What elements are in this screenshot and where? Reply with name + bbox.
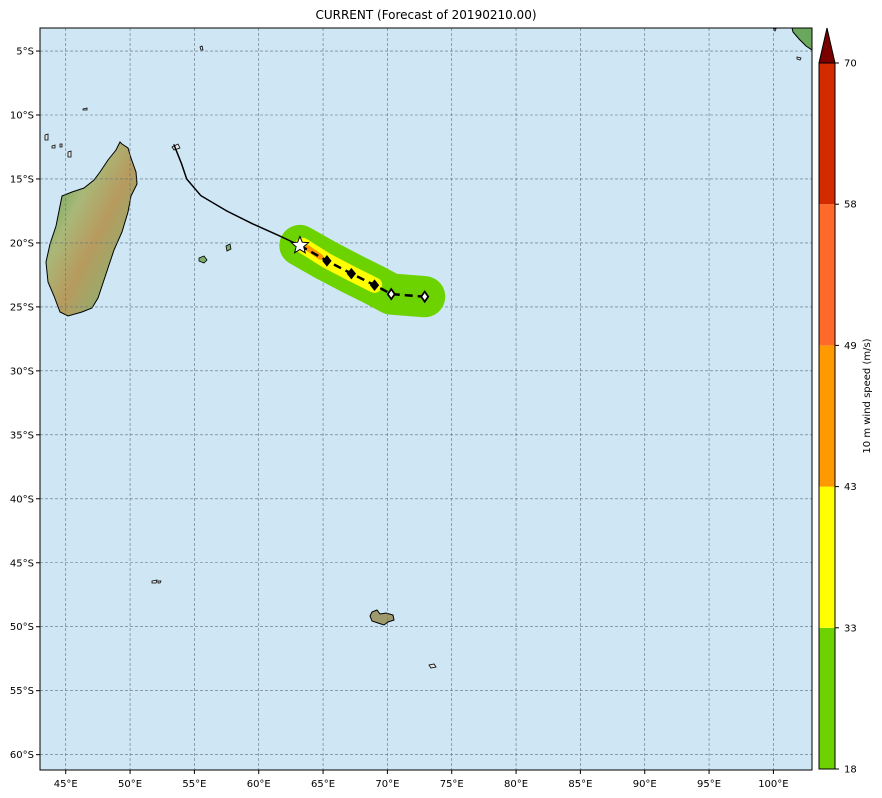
aldabra-island: [82, 107, 88, 111]
lon-tick-label: 55°E: [182, 779, 206, 790]
colorbar-tick-label: 33: [844, 623, 857, 634]
colorbar-segment: [819, 63, 835, 205]
colorbar-frame: [818, 63, 836, 770]
colorbar-label: 10 m wind speed (m/s): [862, 338, 873, 453]
lat-tick-label: 55°S: [10, 686, 34, 697]
forecast-point-dot: [348, 270, 355, 277]
comoros-island: [51, 144, 56, 149]
storm-track: [173, 144, 430, 304]
colorbar-tick-label: 58: [844, 200, 857, 211]
colorbar-segment: [819, 345, 835, 487]
lat-tick-label: 30°S: [10, 366, 34, 377]
lat-tick-label: 15°S: [10, 174, 34, 185]
map-axes: 45°E 50°E 55°E 60°E 65°E 70°E 75°E 80°E 85°E 90°E…: [10, 47, 789, 790]
lon-tick-label: 85°E: [568, 779, 592, 790]
colorbar-tick-label: 18: [844, 765, 857, 776]
lat-tick-label: 60°S: [10, 750, 34, 761]
lon-tick-label: 60°E: [247, 779, 271, 790]
colorbar-tick-label: 49: [844, 341, 857, 352]
lat-tick-label: 5°S: [16, 47, 34, 58]
island: [199, 45, 204, 51]
island: [796, 56, 802, 61]
lat-tick-label: 40°S: [10, 494, 34, 505]
lat-tick-label: 20°S: [10, 238, 34, 249]
madagascar-landmass: [45, 141, 138, 317]
forecast-point-marker: [420, 290, 430, 304]
lat-tick-label: 50°S: [10, 622, 34, 633]
lon-tick-label: 75°E: [440, 779, 464, 790]
lon-tick-label: 45°E: [54, 779, 78, 790]
lat-tick-label: 10°S: [10, 110, 34, 121]
colorbar-tick-label: 43: [844, 482, 857, 493]
map-title: CURRENT (Forecast of 20190210.00): [315, 8, 537, 22]
map-frame: [39, 27, 813, 771]
mauritius-island: [225, 243, 232, 252]
lat-tick-label: 25°S: [10, 302, 34, 313]
comoros-island: [59, 143, 63, 148]
heard-island: [428, 663, 437, 669]
graticule: [40, 28, 812, 770]
lon-tick-label: 65°E: [311, 779, 335, 790]
lon-tick-label: 70°E: [375, 779, 399, 790]
forecast-point-marker: [386, 287, 396, 301]
lon-tick-label: 50°E: [118, 779, 142, 790]
reunion-island: [198, 255, 208, 264]
forecast-point-dot: [323, 257, 331, 265]
lat-tick-label: 35°S: [10, 430, 34, 441]
lon-tick-label: 100°E: [758, 779, 788, 790]
current-position-star-icon: [290, 235, 310, 254]
forecast-track-line: [299, 244, 425, 298]
kerguelen-island: [369, 609, 395, 626]
colorbar-segment: [819, 627, 835, 769]
forecast-point-dot: [371, 281, 378, 289]
lon-tick-label: 80°E: [504, 779, 528, 790]
lon-tick-label: 95°E: [697, 779, 721, 790]
colorbar-segment: [819, 204, 835, 346]
comoros-island: [44, 133, 49, 141]
colorbar-tick-label: 70: [844, 59, 857, 70]
colorbar: 18 33 43 49 58 70 10 m wind speed (m/s): [818, 27, 873, 776]
crozet-island: [151, 579, 158, 584]
colorbar-segment: [819, 486, 835, 628]
colorbar-extend-triangle: [818, 27, 836, 64]
lon-tick-label: 90°E: [633, 779, 657, 790]
crozet-island: [157, 580, 162, 584]
land-layer: [44, 28, 812, 669]
lat-tick-label: 45°S: [10, 558, 34, 569]
past-track-line: [173, 144, 301, 247]
sumatra-landmass: [791, 28, 812, 51]
agalega-island: [171, 143, 181, 151]
mayotte-island: [67, 150, 72, 158]
ocean-background: [40, 28, 812, 770]
